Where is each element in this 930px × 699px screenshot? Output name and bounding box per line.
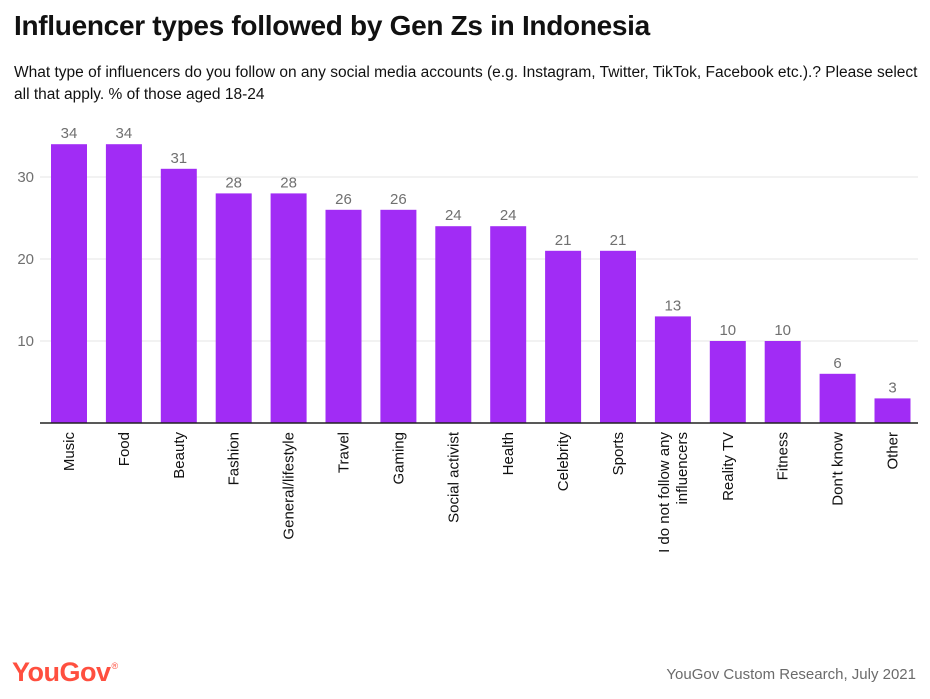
x-tick-label-text: Fitness (775, 432, 792, 480)
value-label: 10 (719, 322, 736, 339)
bar[interactable] (270, 193, 307, 423)
x-tick-label: Beauty (171, 432, 188, 479)
x-tick-label-text: Travel (336, 432, 353, 473)
value-label: 24 (445, 207, 462, 224)
x-tick-label: Fashion (226, 432, 243, 485)
bar[interactable] (709, 341, 746, 423)
value-label: 24 (500, 207, 517, 224)
yougov-logo[interactable]: YouGov® (12, 657, 119, 688)
value-label: 21 (555, 232, 572, 249)
bar[interactable] (764, 341, 801, 423)
bar[interactable] (160, 168, 197, 423)
x-tick-label: I do not follow any influencers (656, 432, 691, 553)
x-tick-label: Don't know (830, 432, 847, 506)
chart-subtitle: What type of influencers do you follow o… (14, 64, 918, 103)
x-tick-label: Food (116, 432, 133, 466)
source-note: YouGov Custom Research, July 2021 (666, 666, 916, 683)
value-label: 6 (833, 355, 841, 372)
x-tick-label: Sports (610, 432, 627, 475)
bar[interactable] (490, 226, 527, 423)
x-tick-label: Travel (336, 432, 353, 473)
value-label: 26 (335, 191, 352, 208)
chart-title: Influencer types followed by Gen Zs in I… (14, 10, 650, 41)
logo-text: YouGov (12, 657, 111, 687)
value-label: 10 (774, 322, 791, 339)
value-label: 3 (888, 379, 896, 396)
x-axis-labels: Music Food Beauty Fashion General/lifestyle T… (61, 431, 902, 553)
x-tick-label-text: Other (885, 432, 902, 470)
bar[interactable] (874, 398, 911, 423)
bar[interactable] (435, 226, 472, 423)
x-tick-label: General/lifestyle (281, 432, 298, 540)
bar[interactable] (545, 250, 582, 423)
x-tick-label-text: Don't know (830, 432, 847, 506)
x-tick-label: Other (885, 432, 902, 470)
y-axis-ticks: 10 20 30 (17, 169, 34, 350)
y-tick-label: 30 (17, 169, 34, 186)
value-label: 34 (61, 125, 78, 142)
x-tick-label: Health (500, 432, 517, 475)
x-tick-label-text: Sports (610, 432, 627, 475)
value-label: 26 (390, 191, 407, 208)
x-tick-label-text: Gaming (390, 432, 407, 485)
value-label: 31 (170, 150, 187, 167)
value-label: 28 (280, 174, 297, 191)
y-tick-label: 20 (17, 251, 34, 268)
x-tick-label-text: General/lifestyle (281, 432, 298, 540)
x-tick-label: Reality TV (720, 432, 737, 501)
value-label: 28 (225, 174, 242, 191)
x-tick-label: Fitness (775, 432, 792, 480)
x-tick-label-text: Social activist (445, 431, 462, 523)
x-tick-label-text: Health (500, 432, 517, 475)
x-tick-label-line: I do not follow any (656, 432, 673, 553)
bar[interactable] (600, 250, 636, 423)
x-tick-label-text: Music (61, 432, 78, 472)
x-tick-label: Gaming (390, 432, 407, 485)
x-tick-label-text: Fashion (226, 432, 243, 485)
bar[interactable] (380, 209, 417, 423)
value-label: 34 (116, 125, 133, 142)
bar-chart: 10 20 30 34 34 31 28 28 26 26 24 24 21 21 13 10 10 6 3 Mu… (17, 125, 918, 553)
x-tick-label: Music (61, 432, 78, 472)
bar[interactable] (819, 373, 856, 423)
x-tick-label-text: Reality TV (720, 432, 737, 501)
x-tick-label-line: influencers (674, 432, 691, 505)
y-tick-label: 10 (17, 333, 34, 350)
bar[interactable] (51, 144, 87, 423)
bar[interactable] (654, 316, 691, 423)
bars (51, 144, 911, 423)
value-label: 13 (665, 297, 682, 314)
x-tick-label-text: Food (116, 432, 133, 466)
bar[interactable] (325, 209, 362, 423)
x-tick-label: Social activist (445, 431, 462, 523)
registered-mark: ® (111, 661, 119, 671)
x-tick-label-text: Beauty (171, 432, 188, 479)
value-labels: 34 34 31 28 28 26 26 24 24 21 21 13 10 10 6 3 (61, 125, 897, 396)
x-tick-label: Celebrity (555, 432, 572, 492)
bar[interactable] (215, 193, 252, 423)
bar[interactable] (105, 144, 142, 423)
value-label: 21 (610, 232, 627, 249)
x-tick-label-text: Celebrity (555, 432, 572, 492)
